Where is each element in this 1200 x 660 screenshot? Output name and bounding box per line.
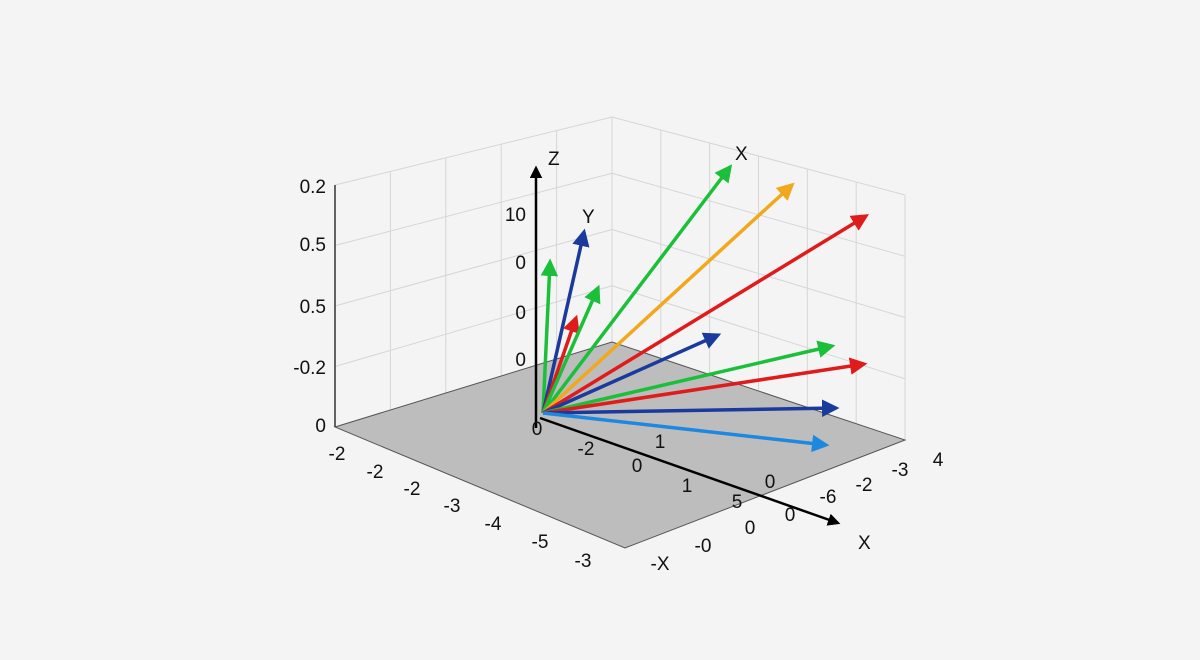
grid-line	[334, 285, 613, 367]
axis-label: -3	[892, 460, 909, 481]
axis-label: 0	[745, 518, 756, 539]
axis-name: X	[858, 533, 871, 554]
x-axis	[539, 416, 841, 526]
vector-arrow	[542, 357, 868, 415]
axis-label: 0	[515, 253, 526, 274]
vector-arrow	[542, 332, 722, 415]
axis-label: -2	[856, 475, 873, 496]
vector-arrow	[541, 164, 733, 415]
axis-label: -2	[329, 444, 346, 465]
grid-line	[334, 172, 613, 246]
axis-label: 0	[632, 456, 643, 477]
vector-arrow	[542, 411, 830, 453]
axis-label: 0	[315, 416, 326, 437]
axis-label: 0.5	[300, 297, 326, 318]
axis-name: X	[735, 144, 748, 165]
grid-line	[334, 229, 613, 307]
axis-label: 0.5	[300, 235, 326, 256]
axis-label: -5	[532, 532, 549, 553]
axis-label: -0.2	[293, 358, 326, 379]
axis-label: 0.2	[300, 177, 326, 198]
vector-arrow	[542, 214, 869, 415]
axis-label: 10	[505, 205, 526, 226]
axis-label: 1	[682, 476, 693, 497]
axis-label: 0	[785, 505, 796, 526]
axis-label: -2	[367, 462, 384, 483]
axis-label: -2	[578, 439, 595, 460]
axis-label: -2	[404, 479, 421, 500]
axis-name: Z	[548, 149, 560, 170]
vector-arrow	[542, 340, 836, 415]
axis-label: -6	[820, 487, 837, 508]
axis-label: 0	[765, 472, 776, 493]
vector-arrow	[541, 284, 601, 414]
axis-name: Y	[582, 207, 595, 228]
axis-label: -3	[444, 496, 461, 517]
axis-label: -0	[695, 536, 712, 557]
axis-label: 0	[515, 350, 526, 371]
axis-label: 1	[655, 432, 666, 453]
axis-label: 5	[732, 492, 743, 513]
axis-label: 0	[532, 419, 543, 440]
grid-line	[334, 116, 613, 186]
vector-arrow	[542, 399, 840, 417]
axis-label: 4	[933, 450, 944, 471]
axis-label: -3	[575, 551, 592, 572]
vectors	[540, 164, 869, 453]
vector-arrow	[541, 182, 795, 415]
axis-label: -X	[651, 554, 670, 575]
vector-arrow	[540, 258, 559, 414]
axis-label: -4	[485, 514, 502, 535]
axis-label: 0	[515, 303, 526, 324]
